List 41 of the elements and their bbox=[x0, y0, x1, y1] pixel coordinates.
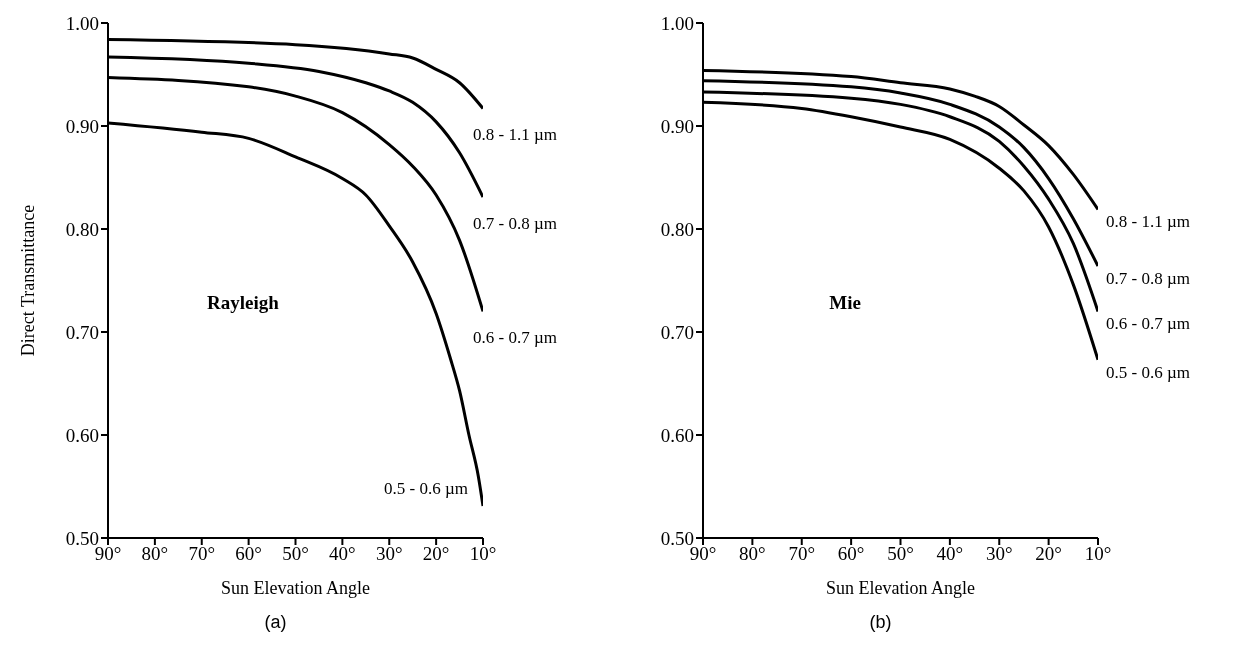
text: (b) bbox=[868, 612, 893, 633]
y-tick-label: 0.70 bbox=[65, 321, 99, 343]
x-tick-label: 20° bbox=[1035, 543, 1062, 565]
x-tick-label: 70° bbox=[188, 543, 216, 565]
series-label: 0.7 - 0.8 µm bbox=[1106, 269, 1190, 289]
x-tick-label: 40° bbox=[936, 543, 964, 565]
x-tick-label: 10° bbox=[469, 543, 497, 565]
y-tick-label: 1.00 bbox=[660, 12, 694, 34]
y-tick-label: 0.80 bbox=[660, 218, 694, 240]
x-tick-label: 70° bbox=[788, 543, 816, 565]
x-tick-label: 80° bbox=[739, 543, 766, 565]
x-tick-label: 20° bbox=[422, 543, 450, 565]
x-tick-label: 30° bbox=[375, 543, 403, 565]
series-label: 0.6 - 0.7 µm bbox=[473, 328, 557, 348]
x-axis-title: Sun Elevation Angle bbox=[826, 578, 975, 598]
x-axis-title: Sun Elevation Angle bbox=[221, 578, 370, 598]
y-tick-label: 0.90 bbox=[660, 115, 694, 137]
x-tick-label: 80° bbox=[141, 543, 169, 565]
x-tick-label: 60° bbox=[235, 543, 262, 565]
y-tick-label: 0.70 bbox=[660, 321, 694, 343]
x-tick-label: 50° bbox=[282, 543, 309, 565]
annotation: Mie bbox=[829, 292, 862, 315]
x-tick-label: 50° bbox=[887, 543, 914, 565]
text: (a) bbox=[263, 612, 288, 633]
y-axis-title: Direct Transmittance bbox=[18, 204, 39, 357]
series-label: 0.5 - 0.6 µm bbox=[1106, 362, 1190, 382]
y-tick-label: 0.80 bbox=[65, 218, 99, 240]
x-tick-label: 10° bbox=[1084, 543, 1112, 565]
series-label: 0.7 - 0.8 µm bbox=[473, 214, 557, 234]
annotation: Rayleigh bbox=[207, 292, 279, 315]
y-tick-label: 1.00 bbox=[65, 12, 99, 34]
series-label: 0.8 - 1.1 µm bbox=[473, 125, 557, 145]
x-tick-label: 40° bbox=[329, 543, 356, 565]
x-tick-label: 30° bbox=[985, 543, 1013, 565]
series-label: 0.5 - 0.6 µm bbox=[384, 479, 468, 499]
y-tick-label: 0.60 bbox=[65, 424, 99, 446]
y-tick-label: 0.60 bbox=[660, 424, 694, 446]
x-tick-label: 60° bbox=[837, 543, 865, 565]
y-tick-label: 0.90 bbox=[65, 115, 99, 137]
series-label: 0.8 - 1.1 µm bbox=[1106, 212, 1190, 232]
series-label: 0.6 - 0.7 µm bbox=[1106, 314, 1190, 334]
